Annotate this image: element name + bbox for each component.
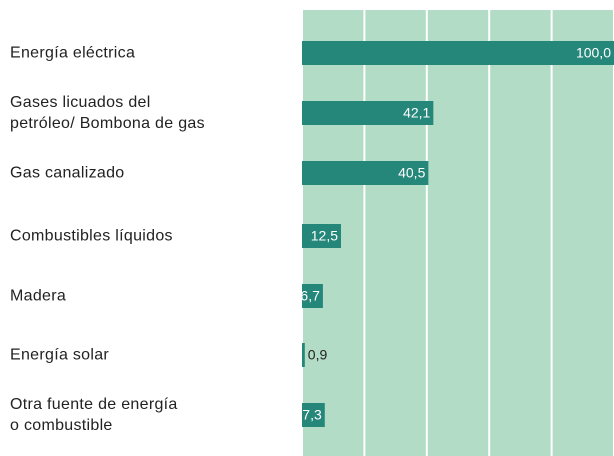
value-label: 0,9: [308, 347, 328, 363]
value-label: 12,5: [311, 228, 338, 244]
value-label: 7,3: [302, 407, 322, 423]
value-label: 40,5: [398, 165, 425, 181]
category-label: Energía eléctrica: [10, 44, 136, 62]
category-label: Gases licuados del petróleo/ Bombona de …: [10, 94, 205, 132]
category-label: Gas canalizado: [10, 164, 125, 182]
category-label: Combustibles líquidos: [10, 227, 173, 245]
category-label: Energía solar: [10, 346, 110, 364]
bar: [302, 403, 325, 427]
category-label: Madera: [10, 287, 67, 305]
bar: [302, 224, 341, 248]
bar: [302, 101, 434, 125]
bar: [302, 343, 305, 367]
value-label: 100,0: [576, 45, 611, 61]
plot-background: [302, 10, 614, 456]
bar: [302, 284, 323, 308]
category-label: Otra fuente de energía o combustible: [10, 396, 178, 434]
bar: [302, 161, 429, 185]
bar: [302, 41, 614, 65]
value-label: 42,1: [403, 105, 430, 121]
value-label: 6,7: [300, 288, 320, 304]
